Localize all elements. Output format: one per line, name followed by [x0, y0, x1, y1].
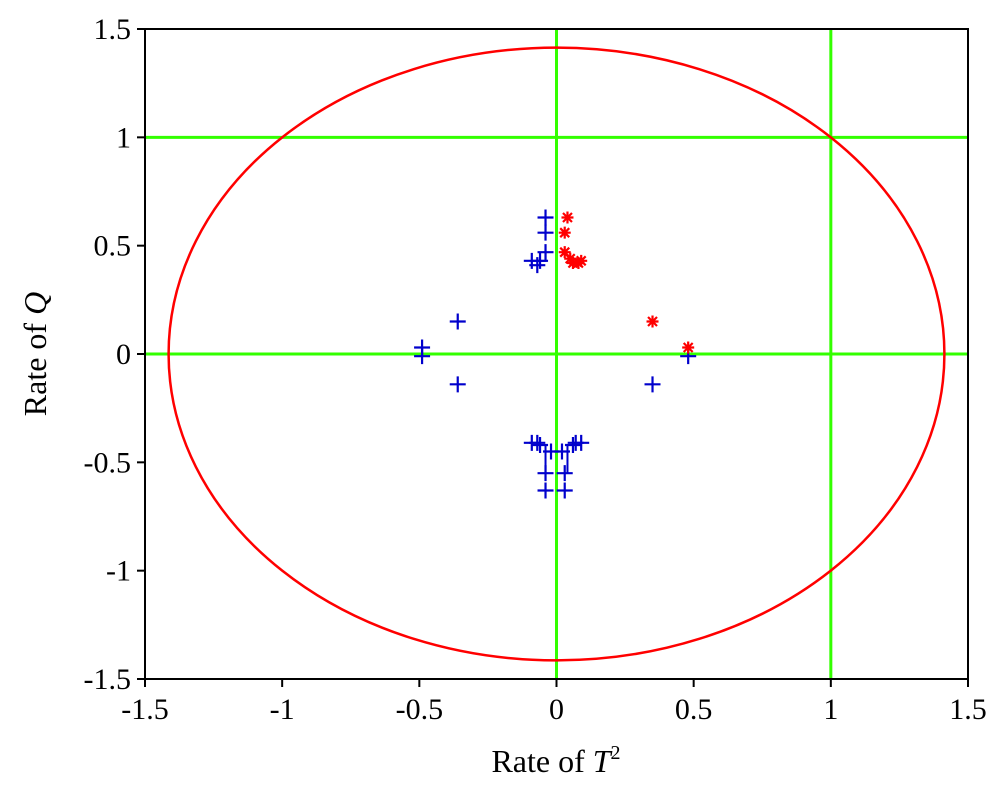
axis-ticks: -1.5 -1 -0.5 0 0.5 1 1.5 -1.5 -1 -0.5 0 0.5 1 1.5 [84, 13, 987, 726]
data-point-plus [553, 443, 570, 460]
y-tick-label: -1.5 [84, 663, 132, 696]
data-point-star [575, 254, 588, 267]
data-point-star [558, 226, 571, 239]
data-point-plus [644, 376, 661, 393]
x-axis-label: Rate of T2 [491, 742, 620, 779]
control-limit-circle [167, 46, 946, 662]
data-point-plus [556, 482, 573, 499]
x-tick-label: -0.5 [396, 693, 444, 726]
data-point-plus [564, 437, 581, 453]
data-point-plus [537, 244, 554, 261]
data-point-plus [414, 348, 431, 365]
plot-area [144, 28, 969, 680]
x-tick-label: 0 [549, 693, 564, 726]
x-tick-label: 1.5 [949, 693, 987, 726]
x-tick-label: -1.5 [121, 693, 169, 726]
data-point-star [564, 252, 577, 265]
data-point-plus [537, 224, 554, 241]
data-point-plus [537, 482, 554, 499]
data-point-star [682, 341, 695, 354]
x-tick-label: -1 [270, 693, 295, 726]
data-point-plus [529, 434, 546, 451]
data-point-plus [449, 376, 466, 393]
data-point-plus [537, 209, 554, 226]
data-point-star [646, 315, 659, 328]
data-point-plus [556, 465, 573, 482]
y-tick-label: 1.5 [94, 13, 132, 46]
data-point-plus [573, 434, 590, 451]
x-tick-label: 1 [823, 693, 838, 726]
y-tick-label: -0.5 [84, 446, 132, 479]
y-tick-label: -1 [106, 555, 131, 588]
y-tick-label: 0 [116, 338, 131, 371]
data-point-plus [532, 437, 549, 453]
data-point-plus [529, 257, 546, 274]
plot-inner [145, 29, 968, 679]
data-point-star [558, 246, 571, 259]
y-tick-label: 0.5 [94, 230, 132, 263]
y-tick-label: 1 [116, 121, 131, 154]
y-axis-label: Rate of Q [17, 292, 53, 416]
x-tick-label: 0.5 [675, 693, 713, 726]
data-point-plus [537, 465, 554, 482]
data-point-star [561, 211, 574, 224]
data-point-plus [449, 313, 466, 330]
